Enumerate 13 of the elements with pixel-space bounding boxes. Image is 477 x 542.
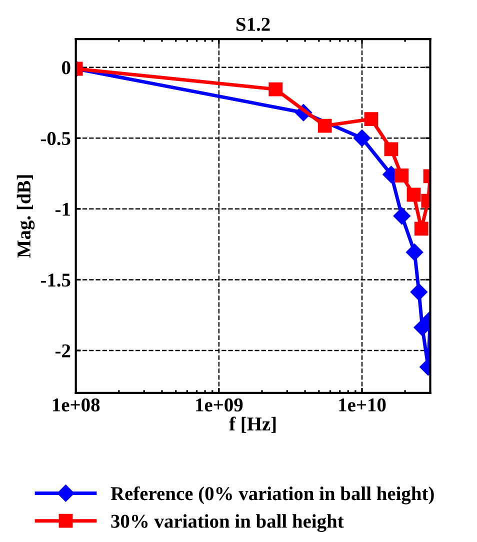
y-tick-label: -1.5 bbox=[40, 274, 70, 287]
x-tick-label: 1e+10 bbox=[339, 398, 386, 412]
y-axis-title: Mag. [dB] bbox=[16, 175, 35, 258]
x-tick-label: 1e+09 bbox=[196, 398, 243, 412]
legend-label: 30% variation in ball height bbox=[111, 514, 344, 532]
y-tick-label: -1 bbox=[55, 202, 70, 216]
x-tick-label: 1e+08 bbox=[52, 398, 100, 412]
legend-label: Reference (0% variation in ball height) bbox=[110, 486, 434, 504]
y-tick-label: 0 bbox=[62, 61, 70, 74]
x-axis-title: f [Hz] bbox=[229, 416, 276, 433]
chart-title: S1.2 bbox=[236, 18, 270, 31]
y-tick-label: -2 bbox=[55, 344, 70, 358]
y-tick-label: -0.5 bbox=[40, 132, 70, 146]
